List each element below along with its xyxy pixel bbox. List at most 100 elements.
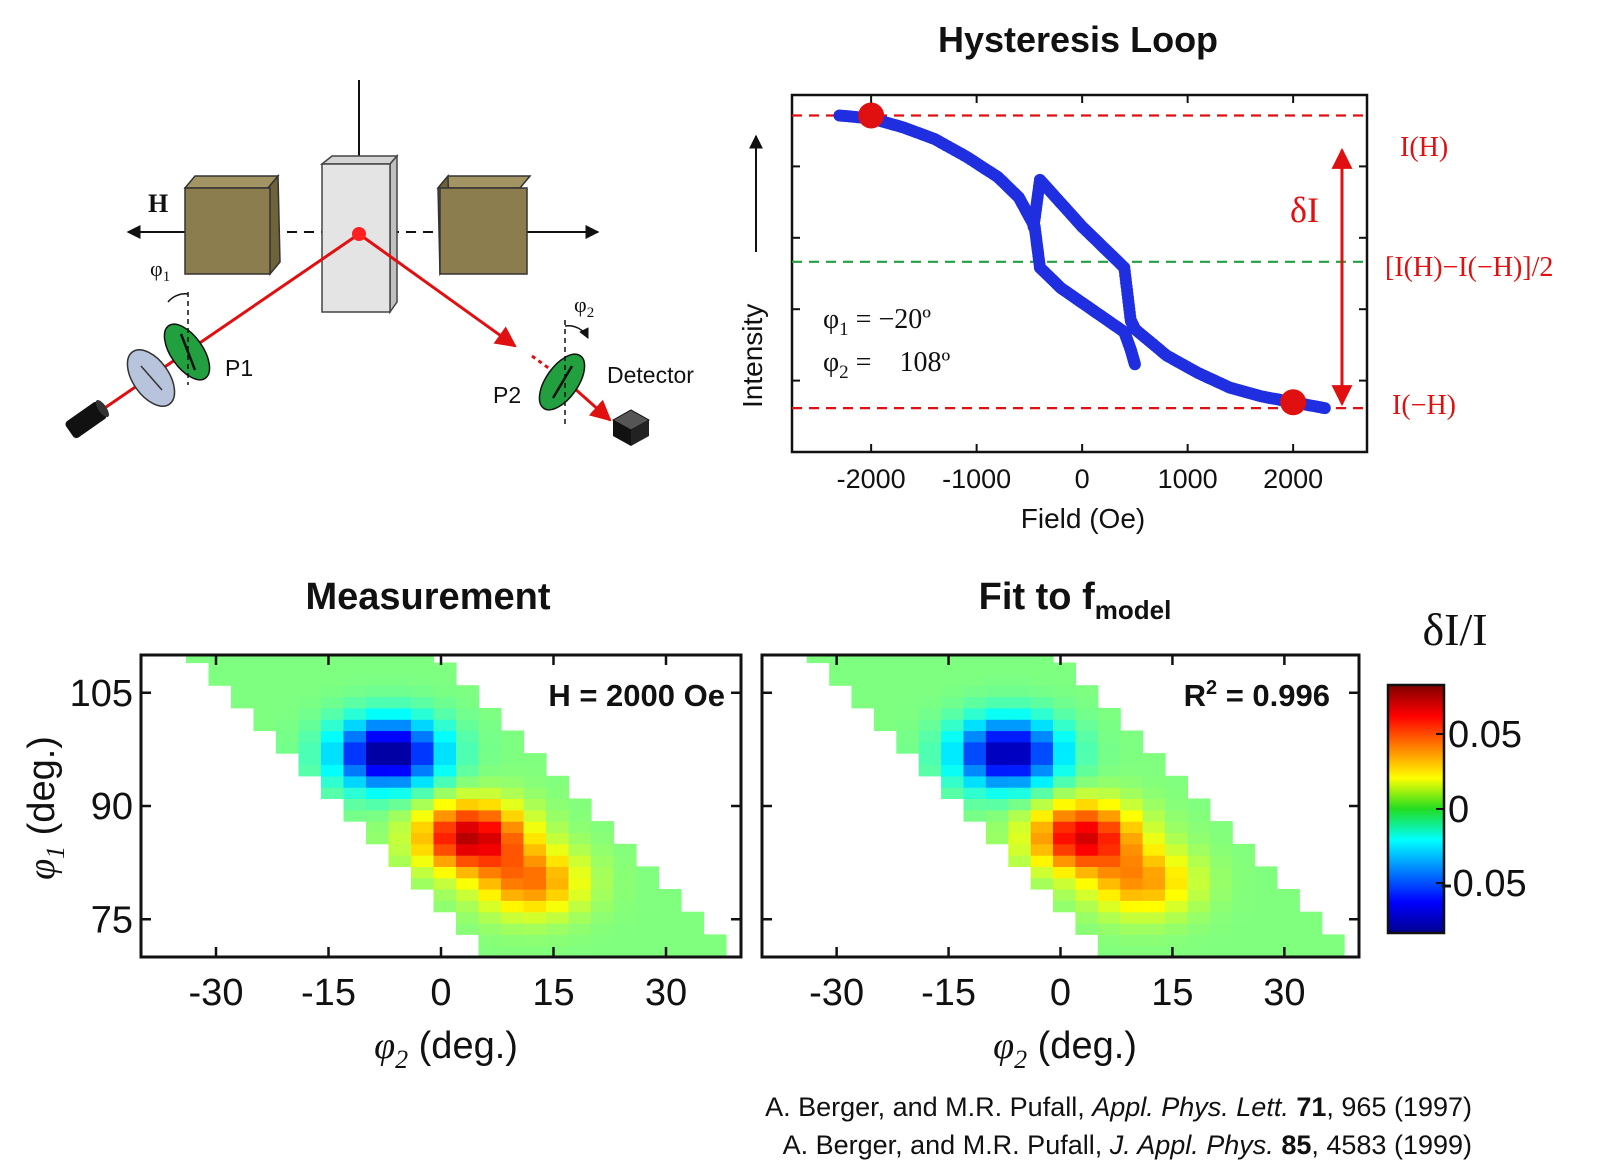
- heatmap-cell: [985, 821, 1009, 833]
- heatmap-cell: [1120, 911, 1144, 924]
- heatmap-cell: [613, 945, 637, 957]
- heatmap-cell: [1030, 821, 1054, 833]
- hyst-point: [1318, 402, 1331, 415]
- heatmap-cell: [896, 719, 920, 732]
- heatmap-cell: [1142, 787, 1166, 799]
- heatmap-cell: [896, 696, 920, 709]
- heatmap-cell: [1030, 809, 1054, 822]
- heatmap-cell: [1120, 741, 1144, 754]
- heatmap-cell: [1097, 798, 1121, 811]
- heatmap-cell: [1187, 934, 1211, 947]
- fit-panel: Fit to fmodel -30 -15 0 15 30 R2 = 0.996 φ2 …: [760, 576, 1361, 1074]
- heatmap-cell: [1053, 696, 1076, 709]
- heatmap-cell: [1075, 843, 1099, 856]
- heatmap-cell: [963, 787, 987, 799]
- heatmap-cell: [1120, 809, 1144, 822]
- heatmap-cell: [1008, 843, 1032, 856]
- heatmap-cell: [591, 832, 615, 845]
- heatmap-cell: [918, 685, 942, 698]
- heatmap-cell: [1053, 900, 1076, 913]
- heatmap-cell: [298, 696, 322, 709]
- heatmap-cell: [1053, 775, 1076, 788]
- heatmap-cell: [501, 753, 525, 765]
- heatmap-cell: [1008, 764, 1032, 777]
- heatmap-cell: [478, 866, 502, 879]
- heatmap-cell: [1097, 889, 1121, 901]
- heatmap-cell: [298, 753, 322, 765]
- heatmap-cell: [873, 696, 897, 709]
- heatmap-cell: [1187, 923, 1211, 935]
- heatmap-cell: [1075, 764, 1099, 777]
- heatmap-cell: [1276, 900, 1300, 913]
- heatmap-cell: [411, 809, 435, 822]
- heatmap-cell: [523, 832, 547, 845]
- heatmap-cell: [546, 787, 570, 799]
- heatmap-cell: [1008, 685, 1032, 698]
- heatmap-cell: [366, 798, 390, 811]
- heatmap-cell: [896, 741, 920, 754]
- reference-2: A. Berger, and M.R. Pufall, J. Appl. Phy…: [782, 1130, 1472, 1160]
- heatmap-cell: [896, 673, 920, 686]
- heatmap-cell: [1187, 798, 1211, 811]
- heatmap-cell: [963, 655, 987, 664]
- heatmap-cell: [568, 877, 592, 890]
- heatmap-cell: [985, 707, 1009, 720]
- heatmap-cell: [941, 655, 965, 664]
- heatmap-cell: [456, 798, 480, 811]
- heatmap-cell: [411, 719, 435, 732]
- heatmap-cell: [1030, 707, 1054, 720]
- heatmap-cell: [681, 945, 705, 957]
- heatmap-cell: [1187, 889, 1211, 901]
- heatmap-cell: [321, 673, 345, 686]
- heatmap-cell: [478, 877, 502, 890]
- setup-diagram: H: [65, 80, 694, 446]
- heatmap-cell: [321, 753, 345, 765]
- heatmap-cell: [1276, 934, 1300, 947]
- heatmap-cell: [411, 877, 435, 890]
- heatmap-cell: [985, 719, 1009, 732]
- heatmap-cell: [411, 832, 435, 845]
- heatmap-cell: [681, 934, 705, 947]
- heatmap-cell: [1030, 764, 1054, 777]
- heatmap-cell: [636, 945, 660, 957]
- heatmap-cell: [388, 719, 412, 732]
- heatmap-cell: [433, 707, 457, 720]
- heatmap-cell: [985, 832, 1009, 845]
- heatmap-cell: [343, 655, 367, 664]
- heatmap-cell: [478, 787, 502, 799]
- heatmap-cell: [1254, 889, 1278, 901]
- heatmap-cell: [478, 934, 502, 947]
- heatmap-cell: [523, 809, 547, 822]
- heatmap-cell: [208, 655, 232, 664]
- heatmap-cell: [896, 707, 920, 720]
- heatmap-cell: [1075, 753, 1099, 765]
- heatmap-cell: [1097, 730, 1121, 743]
- heatmap-cell: [501, 809, 525, 822]
- heatmap-cell: [941, 719, 965, 732]
- heatmap-cell: [963, 662, 987, 675]
- heatmap-cell: [253, 673, 277, 686]
- heatmap-cell: [1120, 832, 1144, 845]
- fit-annotation: R2 = 0.996: [1184, 677, 1330, 713]
- heatmap-cell: [411, 775, 435, 788]
- heatmap-cell: [591, 889, 615, 901]
- heatmap-cell: [456, 911, 480, 924]
- heatmap-cell: [501, 911, 525, 924]
- heatmap-cell: [1097, 934, 1121, 947]
- heatmap-cell: [456, 877, 480, 890]
- heatmap-cell: [456, 753, 480, 765]
- heatmap-cell: [963, 798, 987, 811]
- heatmap-cell: [456, 866, 480, 879]
- heatmap-cell: [456, 832, 480, 845]
- heatmap-cell: [985, 798, 1009, 811]
- heatmap-cell: [343, 775, 367, 788]
- heatmap-cell: [1075, 911, 1099, 924]
- heatmap-cell: [1008, 809, 1032, 822]
- colorbar-tick-0: 0: [1448, 789, 1469, 831]
- heatmap-cell: [1254, 945, 1278, 957]
- heatmap-cell: [388, 775, 412, 788]
- hysteresis-reference-lines: [792, 114, 1367, 410]
- heatmap-cell: [433, 821, 457, 833]
- heatmap-cell: [658, 945, 682, 957]
- heatmap-cell: [1165, 934, 1188, 947]
